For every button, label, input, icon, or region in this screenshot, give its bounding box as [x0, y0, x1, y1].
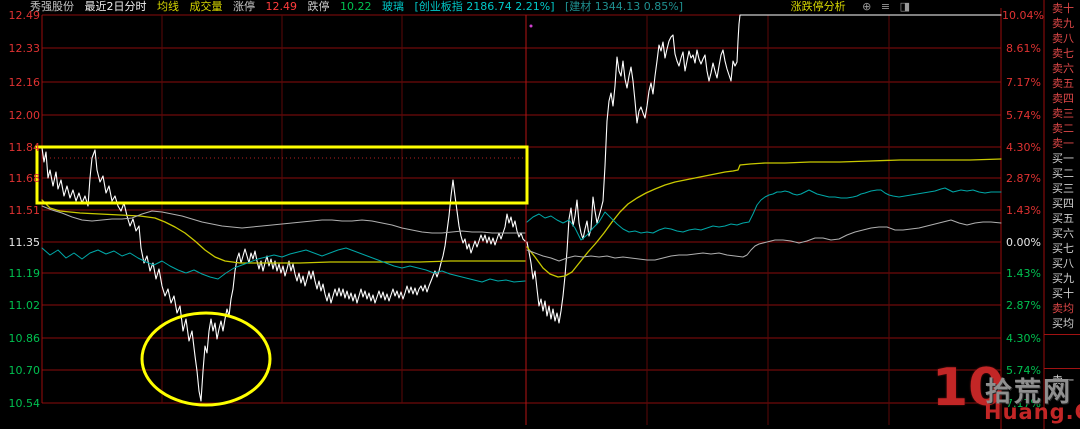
- order-book-level: 买四: [1052, 197, 1074, 210]
- order-book-level: 买七: [1052, 242, 1074, 255]
- stock-name: 秀强股份: [30, 0, 74, 13]
- price-axis-label: 11.68: [8, 172, 41, 185]
- percent-axis-label: 5.74%: [1006, 364, 1041, 377]
- sector-overlay-day2-line: [526, 219, 1002, 262]
- percent-axis-label: 7.17%: [1006, 397, 1041, 410]
- price-axis-label: 11.84: [8, 141, 41, 154]
- price-axis-label: 11.19: [8, 267, 41, 280]
- ma-toggle[interactable]: 均线: [157, 0, 179, 13]
- percent-axis-label: 10.04%: [1002, 9, 1044, 22]
- order-book-level: 卖十: [1052, 2, 1074, 15]
- order-book-level: 卖一: [1052, 374, 1074, 387]
- percent-axis-label: 2.87%: [1006, 299, 1041, 312]
- percent-axis-label: 1.43%: [1006, 204, 1041, 217]
- price-axis-label: 10.70: [8, 364, 41, 377]
- order-book-level: 买九: [1052, 272, 1074, 285]
- order-book-level: 卖四: [1052, 92, 1074, 105]
- plus-icon[interactable]: ⊕: [862, 0, 872, 13]
- order-book-level: 买一: [1052, 152, 1074, 165]
- highlight-ellipse-annotation: [140, 311, 272, 407]
- price-axis-label: 12.33: [8, 42, 41, 55]
- price-axis-label: 10.54: [8, 397, 41, 410]
- limit-down-label: 跌停: [307, 0, 330, 13]
- top-info-bar: 秀强股份 最近2日分时 均线 成交量 涨停 12.49 跌停 10.22 玻璃 …: [0, 0, 1080, 14]
- avg-price-day1-line: [41, 199, 526, 264]
- percent-axis-label: 7.17%: [1006, 76, 1041, 89]
- percent-axis-label: 4.30%: [1006, 141, 1041, 154]
- percent-axis-label: 4.30%: [1006, 332, 1041, 345]
- layout-icon[interactable]: ◨: [899, 0, 910, 13]
- percent-axis-label: 1.43%: [1006, 267, 1041, 280]
- percent-axis-label: 5.74%: [1006, 109, 1041, 122]
- price-axis-label: 11.51: [8, 204, 41, 217]
- order-book-level: 卖均: [1052, 302, 1074, 315]
- volume-toggle[interactable]: 成交量: [189, 0, 223, 13]
- marker-dot: [529, 24, 533, 28]
- chinext-overlay-day2-line: [526, 187, 1002, 241]
- price-axis-label: 11.02: [8, 299, 41, 312]
- percent-axis-label: 8.61%: [1006, 42, 1041, 55]
- order-book-level: 卖九: [1052, 17, 1074, 30]
- price-axis-label: 11.35: [8, 236, 41, 249]
- price-axis-label: 12.16: [8, 76, 41, 89]
- order-book-level: 买均: [1052, 317, 1074, 330]
- sector-index-link[interactable]: [建材 1344.13 0.85%]: [565, 0, 684, 13]
- order-book-level: 卖一: [1052, 137, 1074, 150]
- percent-axis-label: 2.87%: [1006, 172, 1041, 185]
- avg-price-day2-line: [526, 158, 1002, 278]
- limit-up-label: 涨停: [233, 0, 255, 13]
- order-book-level: 买三: [1052, 182, 1074, 195]
- highlight-box-annotation: [35, 145, 529, 205]
- price-axis-label: 10.86: [8, 332, 41, 345]
- industry-link[interactable]: 玻璃: [382, 0, 404, 13]
- order-book-level: 买十: [1052, 287, 1074, 300]
- chinext-overlay-day1-line: [41, 247, 526, 283]
- order-book-level: 买二: [1052, 167, 1074, 180]
- percent-axis-label: 0.00%: [1006, 236, 1041, 249]
- order-book-level: 卖五: [1052, 77, 1074, 90]
- view-mode-label[interactable]: 最近2日分时: [84, 0, 147, 13]
- price-day1-line: [41, 147, 526, 402]
- chinext-index-link[interactable]: [创业板指 2186.74 2.21%]: [414, 0, 555, 13]
- order-book-level: 卖六: [1052, 62, 1074, 75]
- price-axis-label: 12.00: [8, 109, 41, 122]
- order-book-sidebar: 卖十 卖九 卖八 卖七 卖六 卖五 卖四 卖三 卖二 卖一 买一 买二 买三 买四 买五 买六 买七 买八 买九 买十…: [1046, 0, 1080, 429]
- order-book-level: 卖三: [1052, 107, 1074, 120]
- sidebar-divider-line: [1044, 334, 1080, 335]
- order-book-level: 买六: [1052, 227, 1074, 240]
- order-book-level: 卖八: [1052, 32, 1074, 45]
- sector-overlay-day1-line: [41, 205, 526, 234]
- limit-up-value: 12.49: [265, 0, 298, 13]
- sidebar-divider-line: [1044, 368, 1080, 369]
- menu-icon[interactable]: ≡: [880, 0, 891, 13]
- order-book-level: 卖七: [1052, 47, 1074, 60]
- limit-analysis-button[interactable]: 涨跌停分析: [790, 0, 846, 13]
- limit-down-value: 10.22: [340, 0, 372, 13]
- order-book-level: 卖二: [1052, 122, 1074, 135]
- order-book-level: 买八: [1052, 257, 1074, 270]
- price-axis-label: 12.49: [8, 9, 41, 22]
- price-day2-line: [526, 14, 1002, 324]
- order-book-level: 买五: [1052, 212, 1074, 225]
